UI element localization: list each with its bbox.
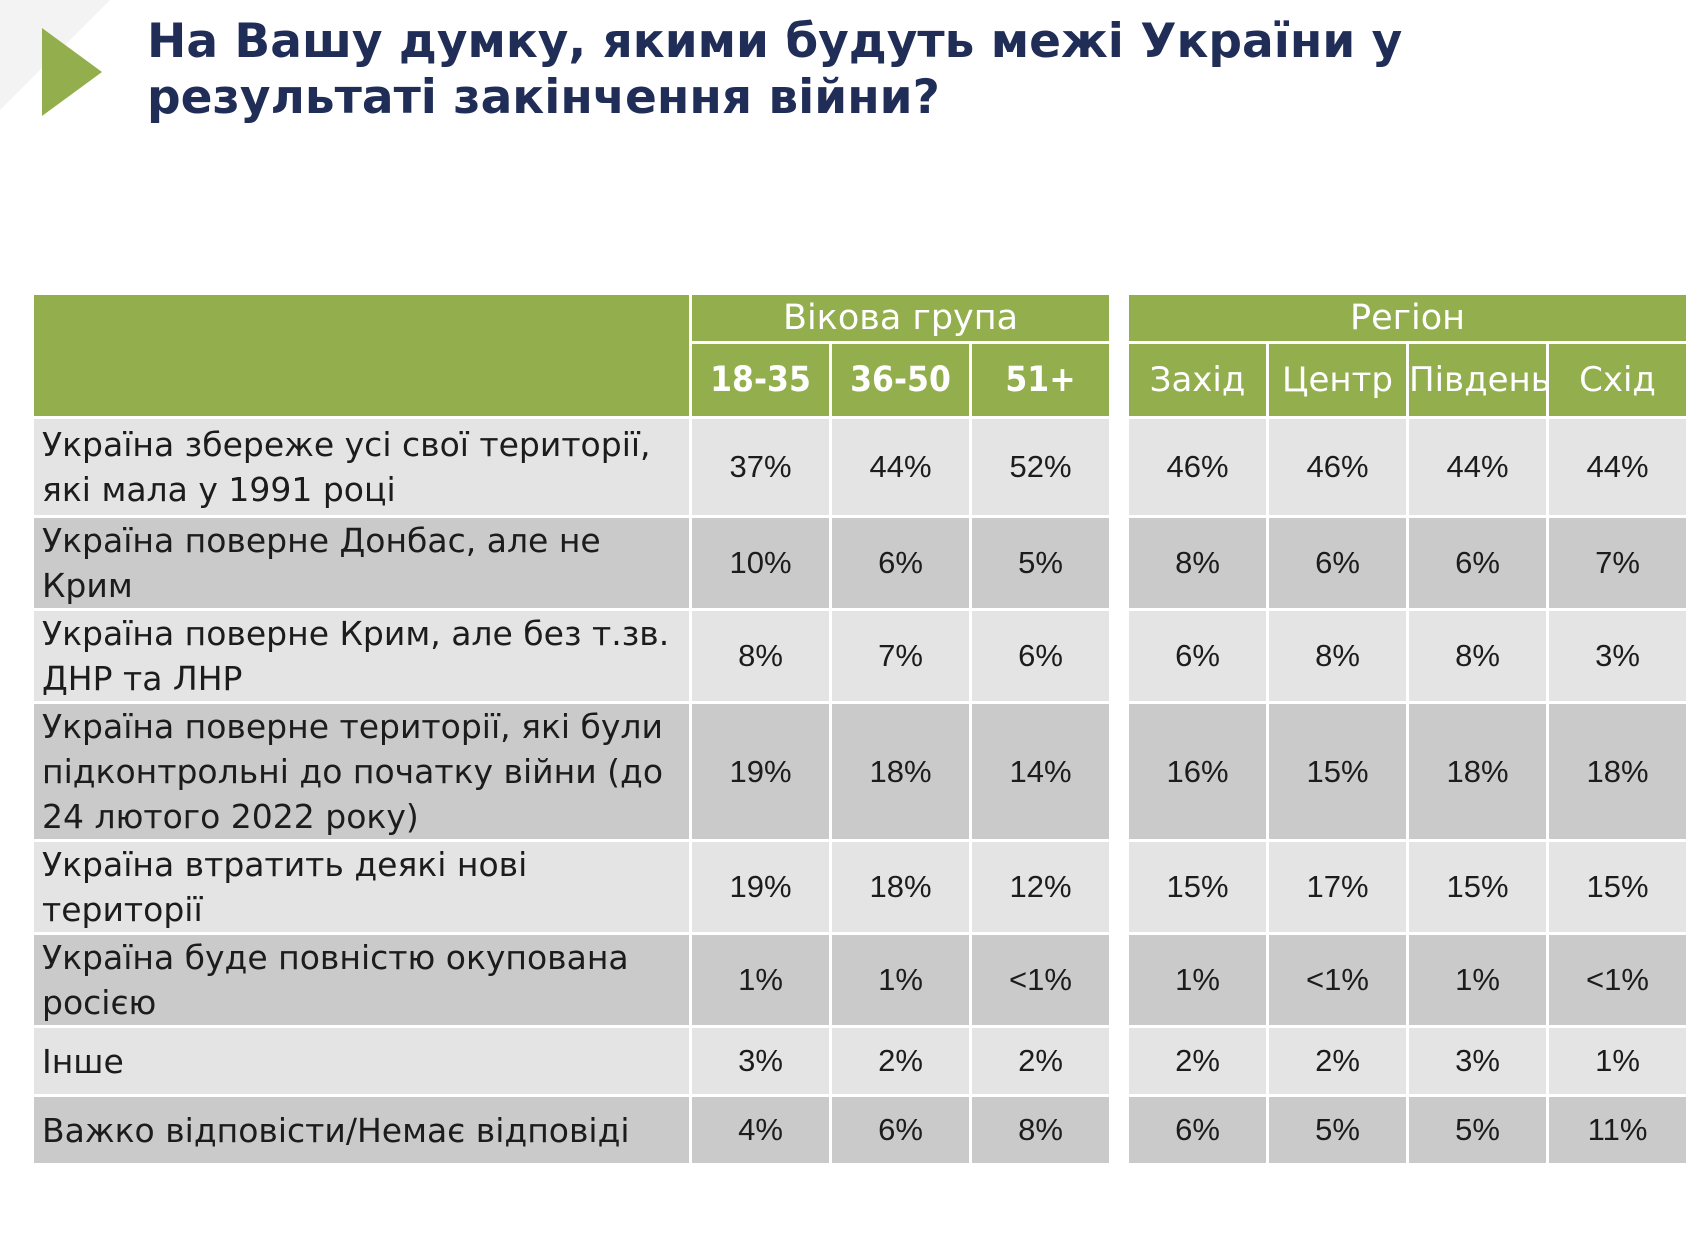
play-arrow-icon — [42, 28, 102, 116]
column-header-region: Схід — [1549, 344, 1687, 416]
value-cell: 6% — [832, 518, 969, 608]
row-label: Україна поверне території, які були підк… — [34, 704, 689, 839]
value-cell: 44% — [832, 419, 969, 515]
value-cell: 11% — [1549, 1097, 1687, 1163]
header-corner-cell — [34, 295, 689, 416]
value-cell: 6% — [1129, 1097, 1267, 1163]
survey-table: Вікова група Регіон 18-35 36-50 51+ Захі… — [31, 292, 1689, 1166]
value-cell: 7% — [832, 611, 969, 701]
row-label: Україна збереже усі свої території, які … — [34, 419, 689, 515]
value-cell: 5% — [1409, 1097, 1547, 1163]
value-cell: 2% — [832, 1028, 969, 1094]
value-cell: 2% — [972, 1028, 1110, 1094]
value-cell: 6% — [1129, 611, 1267, 701]
value-cell: <1% — [1549, 935, 1687, 1025]
value-cell: 7% — [1549, 518, 1687, 608]
row-label: Інше — [34, 1028, 689, 1094]
table-row: Україна поверне Крим, але без т.зв. ДНР … — [34, 611, 1687, 701]
value-cell: 15% — [1549, 842, 1687, 932]
row-label: Україна буде повністю окупована росією — [34, 935, 689, 1025]
value-cell: 2% — [1269, 1028, 1407, 1094]
value-cell: 1% — [832, 935, 969, 1025]
value-cell: 8% — [692, 611, 829, 701]
table-row: Україна поверне території, які були підк… — [34, 704, 1687, 839]
row-label: Україна поверне Крим, але без т.зв. ДНР … — [34, 611, 689, 701]
page-title: На Вашу думку, якими будуть межі України… — [147, 14, 1403, 125]
row-label: Україна втратить деякі нові території — [34, 842, 689, 932]
table-row: Інше 3% 2% 2% 2% 2% 3% 1% — [34, 1028, 1687, 1094]
group-gap — [1112, 1097, 1127, 1163]
value-cell: 6% — [972, 611, 1110, 701]
value-cell: 52% — [972, 419, 1110, 515]
value-cell: 16% — [1129, 704, 1267, 839]
column-header-age: 36-50 — [832, 344, 969, 416]
value-cell: 8% — [1269, 611, 1407, 701]
row-label: Україна поверне Донбас, але не Крим — [34, 518, 689, 608]
group-gap — [1112, 419, 1127, 515]
value-cell: 3% — [692, 1028, 829, 1094]
value-cell: 19% — [692, 842, 829, 932]
value-cell: 19% — [692, 704, 829, 839]
table-row: Важко відповісти/Немає відповіді 4% 6% 8% 6%… — [34, 1097, 1687, 1163]
column-header-region: Захід — [1129, 344, 1267, 416]
region-header: Регіон — [1129, 295, 1687, 341]
value-cell: 1% — [1549, 1028, 1687, 1094]
value-cell: 1% — [1409, 935, 1547, 1025]
table-row: Україна збереже усі свої території, які … — [34, 419, 1687, 515]
value-cell: 1% — [692, 935, 829, 1025]
table-row: Україна поверне Донбас, але не Крим 10% 6%… — [34, 518, 1687, 608]
table-row: Україна буде повністю окупована росією 1%… — [34, 935, 1687, 1025]
group-gap — [1112, 704, 1127, 839]
value-cell: 46% — [1269, 419, 1407, 515]
value-cell: 15% — [1269, 704, 1407, 839]
value-cell: 12% — [972, 842, 1110, 932]
value-cell: 8% — [972, 1097, 1110, 1163]
value-cell: 4% — [692, 1097, 829, 1163]
value-cell: 2% — [1129, 1028, 1267, 1094]
group-gap — [1112, 611, 1127, 701]
value-cell: 1% — [1129, 935, 1267, 1025]
value-cell: 18% — [832, 704, 969, 839]
value-cell: 15% — [1409, 842, 1547, 932]
value-cell: 44% — [1409, 419, 1547, 515]
group-gap — [1112, 518, 1127, 608]
value-cell: 6% — [1409, 518, 1547, 608]
value-cell: 3% — [1409, 1028, 1547, 1094]
column-header-age: 51+ — [972, 344, 1110, 416]
value-cell: <1% — [1269, 935, 1407, 1025]
group-gap — [1112, 935, 1127, 1025]
column-header-region: Південь — [1409, 344, 1551, 416]
group-gap — [1112, 1028, 1127, 1094]
value-cell: 46% — [1129, 419, 1267, 515]
value-cell: 10% — [692, 518, 829, 608]
column-header-age: 18-35 — [692, 344, 829, 416]
value-cell: 8% — [1129, 518, 1267, 608]
value-cell: <1% — [972, 935, 1110, 1025]
value-cell: 17% — [1269, 842, 1407, 932]
value-cell: 14% — [972, 704, 1110, 839]
value-cell: 18% — [1409, 704, 1547, 839]
group-gap — [1112, 295, 1127, 416]
group-gap — [1112, 842, 1127, 932]
value-cell: 44% — [1549, 419, 1687, 515]
value-cell: 6% — [1269, 518, 1407, 608]
age-group-header: Вікова група — [692, 295, 1110, 341]
value-cell: 3% — [1549, 611, 1687, 701]
value-cell: 5% — [972, 518, 1110, 608]
value-cell: 37% — [692, 419, 829, 515]
row-label: Важко відповісти/Немає відповіді — [34, 1097, 689, 1163]
value-cell: 18% — [832, 842, 969, 932]
table-row: Україна втратить деякі нові території 19%… — [34, 842, 1687, 932]
column-header-region: Центр — [1269, 344, 1407, 416]
value-cell: 8% — [1409, 611, 1547, 701]
value-cell: 15% — [1129, 842, 1267, 932]
value-cell: 18% — [1549, 704, 1687, 839]
value-cell: 6% — [832, 1097, 969, 1163]
value-cell: 5% — [1269, 1097, 1407, 1163]
